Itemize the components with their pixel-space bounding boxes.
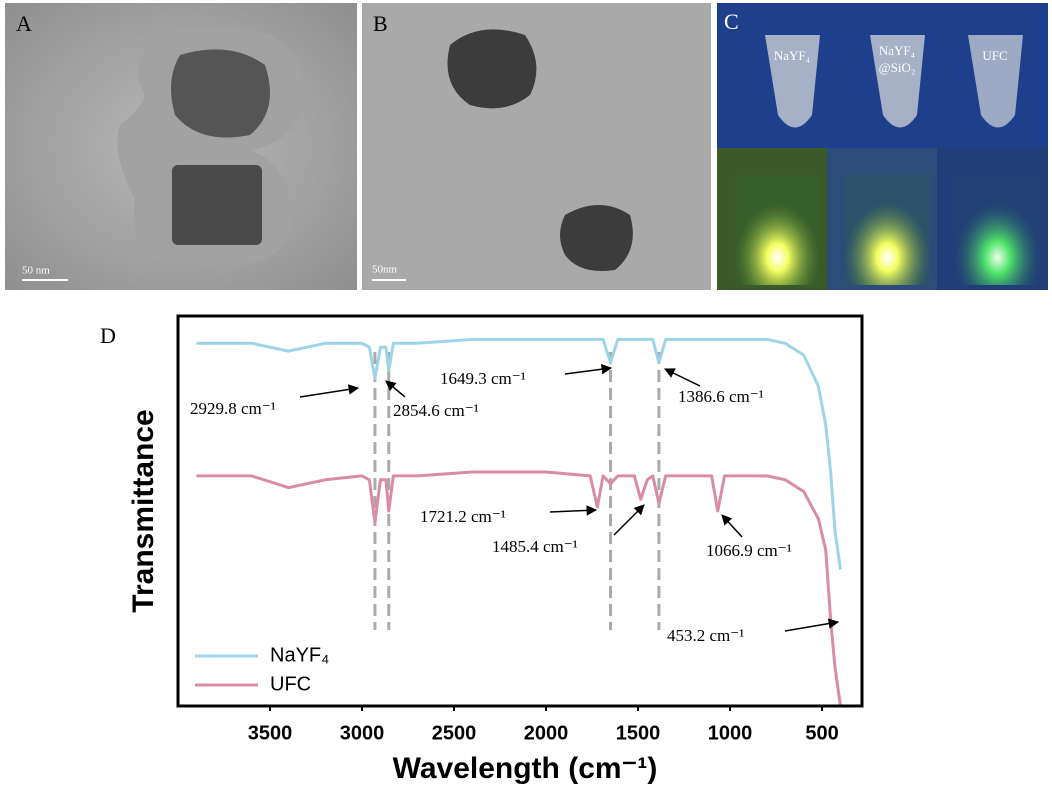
scale-label: 50 nm [22, 265, 50, 277]
tube [765, 35, 820, 128]
tube-label: NaYF₄ [774, 48, 811, 63]
tem-image [362, 3, 711, 290]
panel-b: B 50nm [362, 3, 711, 290]
tube-label: UFC [982, 48, 1007, 63]
x-axis-title: Wavelength (cm⁻¹) [393, 752, 658, 785]
panel-a: A 50 nm [5, 3, 357, 290]
annotation-arrow [564, 364, 613, 375]
tube [870, 35, 925, 128]
glow [955, 175, 1040, 285]
panel-c: C NaYF₄ NaYF₄ @SiO₂ UFC [717, 3, 1048, 290]
plot: 3500 3000 2500 2000 1500 1000 500 2929.8 cm⁻¹ 28… [190, 337, 842, 744]
particle [560, 205, 633, 271]
annotation: 453.2 cm⁻¹ [667, 626, 744, 645]
annotation: 1386.6 cm⁻¹ [678, 387, 764, 406]
annotation: 1066.9 cm⁻¹ [706, 541, 792, 560]
annotation: 1649.3 cm⁻¹ [440, 369, 526, 388]
particle [447, 29, 537, 109]
panel-label: D [100, 323, 116, 348]
tube-label: @SiO₂ [879, 60, 916, 75]
annotation-arrow [664, 368, 701, 387]
x-tick-label: 2500 [432, 722, 477, 744]
glow [845, 175, 930, 285]
panel-label: C [724, 9, 739, 34]
series-line [196, 337, 842, 570]
annotation-arrow [299, 384, 360, 398]
x-tick-label: 2000 [524, 722, 569, 744]
glow [735, 175, 820, 285]
x-tick-label: 1000 [708, 722, 753, 744]
tube-label: NaYF₄ [879, 43, 916, 58]
annotation: 2854.6 cm⁻¹ [393, 401, 479, 420]
x-tick-label: 3500 [248, 722, 293, 744]
plot-frame [176, 314, 864, 708]
annotation: 1721.2 cm⁻¹ [420, 507, 506, 526]
annotation: 1485.4 cm⁻¹ [492, 537, 578, 556]
x-tick-label: 500 [805, 722, 838, 744]
annotation-arrow [549, 505, 598, 516]
panel-label: B [373, 11, 388, 36]
x-tick-label: 1500 [616, 722, 661, 744]
panel-label: A [16, 11, 32, 36]
y-axis-title: Transmittance [127, 409, 160, 612]
annotation: 2929.8 cm⁻¹ [190, 399, 276, 418]
core [171, 49, 270, 138]
annotation-arrow [385, 380, 406, 398]
annotation-arrow [613, 504, 645, 536]
x-tick-label: 3000 [340, 722, 385, 744]
legend-label: UFC [270, 673, 311, 695]
core [172, 165, 262, 245]
series-line [196, 470, 842, 707]
annotation-arrow [784, 618, 840, 632]
legend-label: NaYF₄ [270, 644, 329, 666]
scale-label: 50nm [372, 264, 398, 276]
annotation-arrow [721, 514, 743, 538]
tube [968, 35, 1023, 128]
